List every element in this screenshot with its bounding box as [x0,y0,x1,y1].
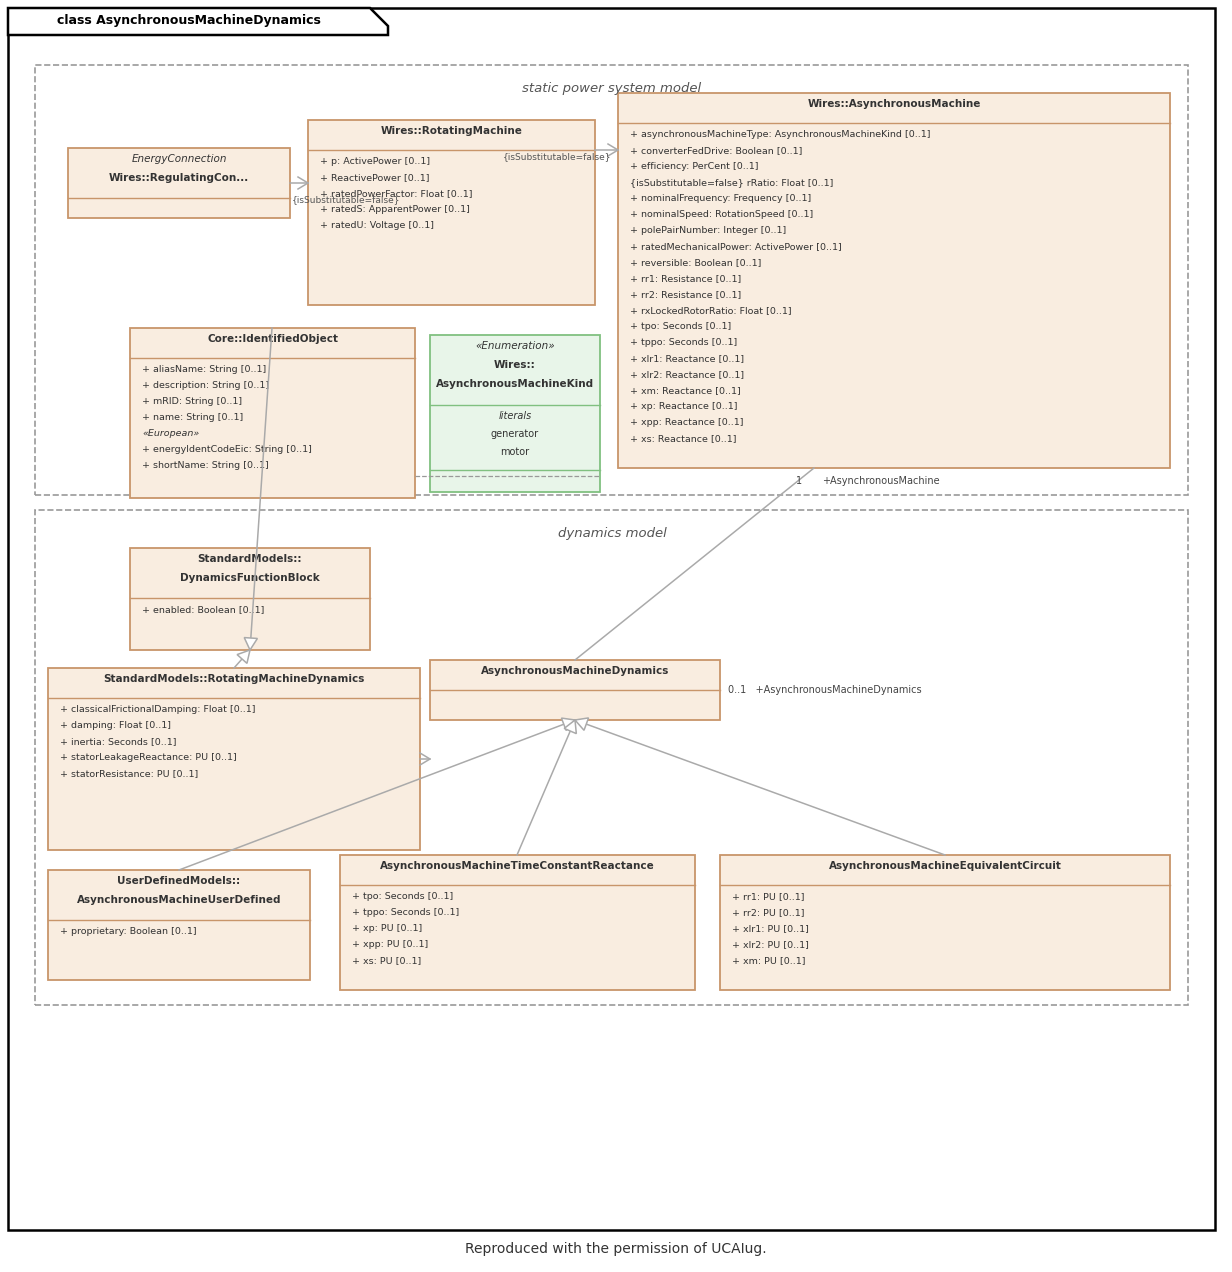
Polygon shape [237,650,250,664]
Text: + energyIdentCodeEic: String [0..1]: + energyIdentCodeEic: String [0..1] [142,445,312,454]
Text: + xlr1: PU [0..1]: + xlr1: PU [0..1] [732,923,809,932]
Text: AsynchronousMachineUserDefined: AsynchronousMachineUserDefined [76,895,281,904]
Text: UserDefinedModels::: UserDefinedModels:: [117,876,240,887]
Text: + nominalFrequency: Frequency [0..1]: + nominalFrequency: Frequency [0..1] [630,195,811,204]
Text: + tppo: Seconds [0..1]: + tppo: Seconds [0..1] [352,908,460,917]
Text: generator: generator [490,429,540,439]
Text: + converterFedDrive: Boolean [0..1]: + converterFedDrive: Boolean [0..1] [630,146,802,155]
Text: + efficiency: PerCent [0..1]: + efficiency: PerCent [0..1] [630,162,759,170]
Text: {isSubstitutable=false}: {isSubstitutable=false} [503,151,611,162]
Text: {isSubstitutable=false}: {isSubstitutable=false} [292,195,400,204]
Text: + tppo: Seconds [0..1]: + tppo: Seconds [0..1] [630,338,737,347]
Bar [308,120,595,305]
Text: + enabled: Boolean [0..1]: + enabled: Boolean [0..1] [142,605,265,614]
Text: + ratedPowerFactor: Float [0..1]: + ratedPowerFactor: Float [0..1] [320,190,473,198]
Text: + xpp: PU [0..1]: + xpp: PU [0..1] [352,940,429,949]
Text: + rr1: Resistance [0..1]: + rr1: Resistance [0..1] [630,273,742,282]
Text: + name: String [0..1]: + name: String [0..1] [142,413,243,422]
Text: + aliasName: String [0..1]: + aliasName: String [0..1] [142,365,266,374]
Bar [68,148,290,218]
Bar [430,660,719,720]
Text: + asynchronousMachineType: AsynchronousMachineKind [0..1]: + asynchronousMachineType: AsynchronousM… [630,130,930,139]
Text: + statorResistance: PU [0..1]: + statorResistance: PU [0..1] [60,770,198,778]
Bar [131,548,370,650]
Text: 1: 1 [796,476,802,486]
Polygon shape [575,717,589,730]
Bar [48,870,310,979]
Text: + p: ActivePower [0..1]: + p: ActivePower [0..1] [320,156,430,167]
Text: + rr1: PU [0..1]: + rr1: PU [0..1] [732,892,804,901]
Text: Wires::AsynchronousMachine: Wires::AsynchronousMachine [807,99,981,109]
Bar [48,668,420,850]
Text: motor: motor [500,446,530,457]
Text: + xm: PU [0..1]: + xm: PU [0..1] [732,957,806,965]
Text: Wires::RotatingMachine: Wires::RotatingMachine [381,126,522,136]
Polygon shape [562,719,575,730]
Bar [430,335,600,492]
Text: + xlr2: PU [0..1]: + xlr2: PU [0..1] [732,940,809,949]
Text: 0..1   +AsynchronousMachineDynamics: 0..1 +AsynchronousMachineDynamics [728,686,922,695]
Text: + classicalFrictionalDamping: Float [0..1]: + classicalFrictionalDamping: Float [0..… [60,705,255,714]
Text: + rr2: PU [0..1]: + rr2: PU [0..1] [732,908,804,917]
Text: + polePairNumber: Integer [0..1]: + polePairNumber: Integer [0..1] [630,226,786,235]
Text: +AsynchronousMachine: +AsynchronousMachine [822,476,940,486]
Bar [34,65,1188,495]
Text: + tpo: Seconds [0..1]: + tpo: Seconds [0..1] [630,322,732,331]
Text: EnergyConnection: EnergyConnection [132,154,227,164]
Text: + xs: Reactance [0..1]: + xs: Reactance [0..1] [630,434,737,443]
Text: + description: String [0..1]: + description: String [0..1] [142,382,269,391]
Text: + proprietary: Boolean [0..1]: + proprietary: Boolean [0..1] [60,927,197,936]
Bar [719,855,1170,990]
Text: Core::IdentifiedObject: Core::IdentifiedObject [207,335,338,343]
Text: AsynchronousMachineKind: AsynchronousMachineKind [436,379,594,389]
Text: + reversible: Boolean [0..1]: + reversible: Boolean [0..1] [630,258,761,267]
Text: DynamicsFunctionBlock: DynamicsFunctionBlock [180,572,320,583]
Polygon shape [564,720,577,734]
Text: + xlr2: Reactance [0..1]: + xlr2: Reactance [0..1] [630,370,744,379]
Text: + mRID: String [0..1]: + mRID: String [0..1] [142,397,243,406]
Polygon shape [244,637,257,650]
Text: + xlr1: Reactance [0..1]: + xlr1: Reactance [0..1] [630,354,744,363]
Text: AsynchronousMachineDynamics: AsynchronousMachineDynamics [480,667,669,675]
Bar [618,93,1170,468]
Text: {isSubstitutable=false} rRatio: Float [0..1]: {isSubstitutable=false} rRatio: Float [0… [630,178,833,187]
Text: literals: literals [499,411,532,421]
Text: StandardModels::: StandardModels:: [198,555,302,563]
Text: + inertia: Seconds [0..1]: + inertia: Seconds [0..1] [60,736,176,745]
Text: + ReactivePower [0..1]: + ReactivePower [0..1] [320,173,430,182]
Text: AsynchronousMachineEquivalentCircuit: AsynchronousMachineEquivalentCircuit [829,861,1062,871]
Text: dynamics model: dynamics model [558,527,667,541]
Text: + tpo: Seconds [0..1]: + tpo: Seconds [0..1] [352,892,453,901]
Text: Wires::: Wires:: [494,360,536,370]
Text: «European»: «European» [142,429,200,438]
Text: + xpp: Reactance [0..1]: + xpp: Reactance [0..1] [630,418,743,427]
Text: + nominalSpeed: RotationSpeed [0..1]: + nominalSpeed: RotationSpeed [0..1] [630,210,813,219]
Text: StandardModels::RotatingMachineDynamics: StandardModels::RotatingMachineDynamics [103,674,365,684]
Text: «Enumeration»: «Enumeration» [476,341,554,351]
Bar [34,510,1188,1005]
Text: + xp: Reactance [0..1]: + xp: Reactance [0..1] [630,402,738,411]
Bar [131,328,415,499]
Text: + damping: Float [0..1]: + damping: Float [0..1] [60,721,171,730]
Text: + rxLockedRotorRatio: Float [0..1]: + rxLockedRotorRatio: Float [0..1] [630,307,792,315]
Text: + statorLeakageReactance: PU [0..1]: + statorLeakageReactance: PU [0..1] [60,753,237,762]
Text: AsynchronousMachineTimeConstantReactance: AsynchronousMachineTimeConstantReactance [381,861,655,871]
Text: + shortName: String [0..1]: + shortName: String [0..1] [142,460,269,469]
Bar [340,855,695,990]
Text: + ratedU: Voltage [0..1]: + ratedU: Voltage [0..1] [320,221,434,230]
Text: + ratedS: ApparentPower [0..1]: + ratedS: ApparentPower [0..1] [320,205,469,214]
Text: class AsynchronousMachineDynamics: class AsynchronousMachineDynamics [57,14,322,27]
Text: + xp: PU [0..1]: + xp: PU [0..1] [352,923,423,932]
Text: Wires::RegulatingCon...: Wires::RegulatingCon... [108,173,249,183]
Polygon shape [7,8,388,36]
Text: + xm: Reactance [0..1]: + xm: Reactance [0..1] [630,385,740,396]
Text: + xs: PU [0..1]: + xs: PU [0..1] [352,957,421,965]
Text: Reproduced with the permission of UCAIug.: Reproduced with the permission of UCAIug… [466,1241,766,1255]
Text: + rr2: Resistance [0..1]: + rr2: Resistance [0..1] [630,290,742,299]
Text: static power system model: static power system model [522,81,701,95]
Text: + ratedMechanicalPower: ActivePower [0..1]: + ratedMechanicalPower: ActivePower [0..… [630,242,841,251]
